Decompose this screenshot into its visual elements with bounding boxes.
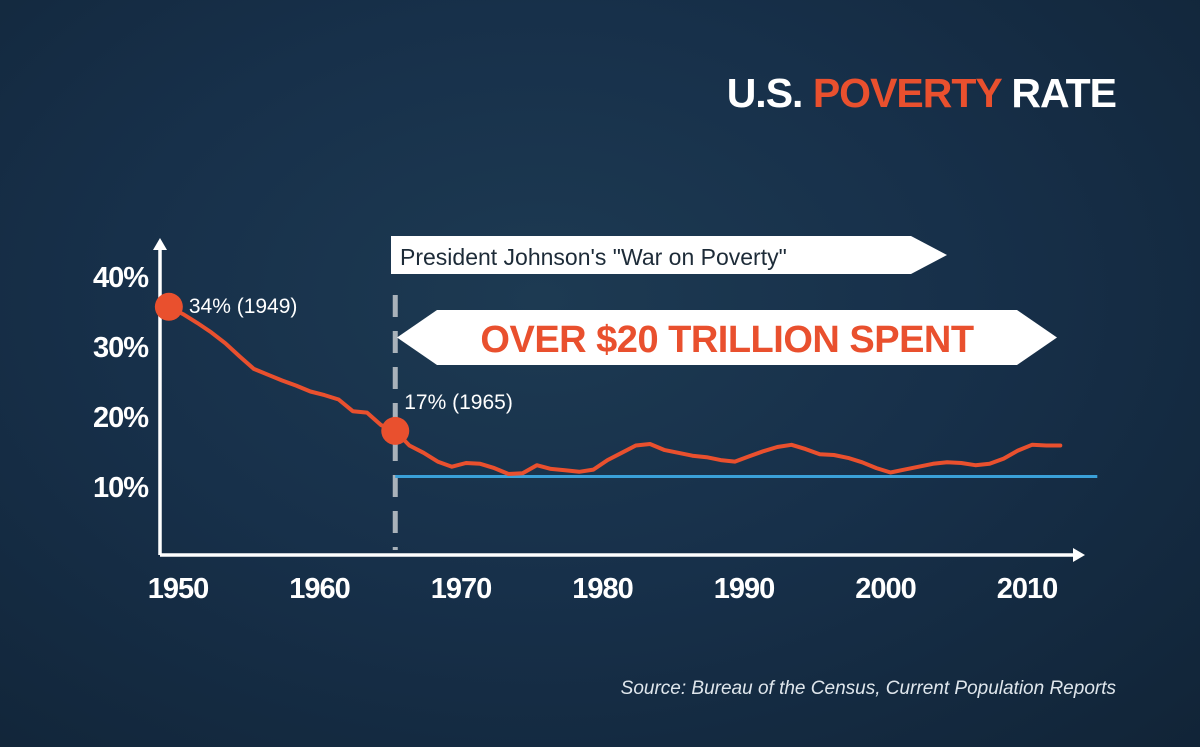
x-tick-label: 1970: [431, 573, 492, 605]
war-on-poverty-label: President Johnson's "War on Poverty": [400, 244, 787, 270]
y-tick-label: 40%: [93, 262, 149, 294]
y-tick-label: 20%: [93, 402, 149, 434]
title-part-3: RATE: [1001, 70, 1117, 116]
x-tick-label: 1960: [289, 573, 350, 605]
y-tick-label: 10%: [93, 472, 149, 504]
poverty-rate-line: [166, 304, 1063, 476]
war-on-poverty-banner: [391, 236, 947, 274]
y-tick-label: 30%: [93, 332, 149, 364]
trillion-spent-label: OVER $20 TRILLION SPENT: [480, 319, 973, 361]
y-axis-arrow-icon: [153, 238, 167, 250]
x-axis-arrow-icon: [1073, 548, 1085, 562]
title-part-2: POVERTY: [812, 70, 1002, 116]
x-tick-label: 1990: [714, 573, 775, 605]
title-part-1: U.S.: [726, 70, 813, 116]
x-tick-label: 2000: [855, 573, 916, 605]
data-point-1965: [381, 416, 410, 445]
x-tick-label: 2010: [997, 573, 1058, 605]
source-note: Source: Bureau of the Census, Current Po…: [620, 678, 1116, 699]
chart-title: U.S. POVERTY RATE: [726, 70, 1117, 117]
x-tick-label: 1950: [148, 573, 209, 605]
data-label-1949: 34% (1949): [189, 295, 298, 318]
data-point-1949: [154, 292, 183, 321]
x-tick-label: 1980: [572, 573, 633, 605]
data-label-1965: 17% (1965): [404, 391, 513, 414]
trillion-spent-banner: [397, 310, 1057, 365]
